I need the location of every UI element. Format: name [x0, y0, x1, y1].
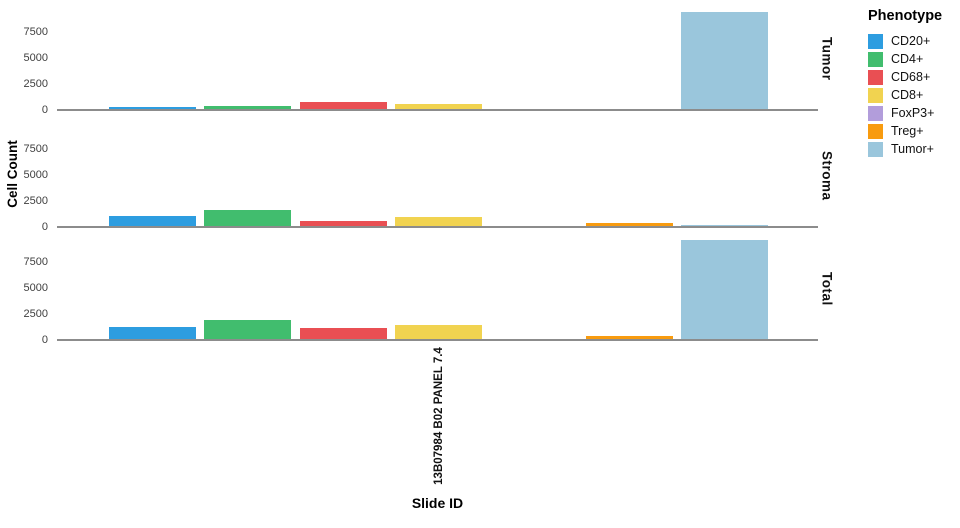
bar-tumorpos-tumor [680, 11, 768, 109]
y-tick-label: 2500 [23, 308, 48, 320]
facet-strip-tumor: Tumor [814, 8, 840, 109]
bar-tumorpos-stroma [680, 224, 768, 226]
facet-strip-total: Total [814, 238, 840, 339]
y-tick-label: 2500 [23, 78, 48, 90]
legend-label: CD8+ [891, 88, 924, 102]
facet-strip-label: Stroma [819, 150, 835, 201]
facet-strip-stroma: Stroma [814, 125, 840, 226]
legend: Phenotype CD20+ CD4+ CD68+ CD8+ FoxP3+ Treg+ T… [868, 8, 958, 158]
y-tick-label: 0 [41, 334, 48, 346]
x-axis-title: Slide ID [411, 495, 464, 511]
bar-cd8pos-stroma [394, 216, 482, 226]
y-tick-label: 5000 [23, 282, 48, 294]
legend-swatch-icon [868, 51, 883, 67]
x-tick-label-slide-id: 13B07984 B02 PANEL 7.4 [433, 347, 445, 485]
bar-tregpos-stroma [585, 222, 673, 226]
y-tick-label: 0 [41, 104, 48, 116]
y-tick-label: 7500 [23, 143, 48, 155]
legend-item-cd4pos: CD4+ [868, 50, 958, 68]
legend-label: Treg+ [891, 124, 924, 138]
legend-item-foxp3pos: FoxP3+ [868, 104, 958, 122]
y-tick-label: 7500 [23, 26, 48, 38]
legend-title: Phenotype [868, 8, 943, 24]
bar-cd4pos-total [204, 319, 292, 339]
bar-cd20pos-stroma [109, 216, 196, 226]
legend-swatch-icon [868, 141, 883, 157]
bar-cd20pos-tumor [109, 107, 196, 109]
legend-swatch-icon [868, 69, 883, 85]
legend-item-cd68pos: CD68+ [868, 68, 958, 86]
bar-tumorpos-total [680, 240, 768, 339]
x-axis-line-total [57, 339, 818, 341]
legend-swatch-icon [868, 33, 883, 49]
legend-item-tumorpos: Tumor+ [868, 140, 958, 158]
legend-swatch-icon [868, 87, 883, 103]
legend-swatch-icon [868, 105, 883, 121]
legend-label: CD20+ [891, 34, 931, 48]
bar-cd4pos-tumor [204, 106, 292, 109]
legend-item-tregpos: Treg+ [868, 122, 958, 140]
x-axis-line-tumor [57, 109, 818, 111]
y-tick-label: 2500 [23, 195, 48, 207]
legend-label: CD68+ [891, 70, 931, 84]
legend-items: CD20+ CD4+ CD68+ CD8+ FoxP3+ Treg+ Tumor+ [868, 32, 958, 158]
legend-label: FoxP3+ [891, 106, 935, 120]
x-axis-line-stroma [57, 226, 818, 228]
facet-strip-label: Tumor [819, 36, 835, 81]
bar-cd8pos-total [394, 324, 482, 339]
bar-cd68pos-tumor [299, 102, 387, 109]
y-tick-label: 7500 [23, 256, 48, 268]
y-axis-title: Cell Count [5, 140, 20, 208]
legend-item-cd20pos: CD20+ [868, 32, 958, 50]
bar-cd8pos-tumor [394, 103, 482, 109]
bar-tregpos-total [585, 335, 673, 339]
legend-label: CD4+ [891, 52, 924, 66]
facet-strip-label: Total [819, 271, 835, 306]
bar-cd68pos-total [299, 327, 387, 339]
y-tick-label: 5000 [23, 169, 48, 181]
y-tick-label: 0 [41, 221, 48, 233]
legend-item-cd8pos: CD8+ [868, 86, 958, 104]
bar-cd4pos-stroma [204, 209, 292, 226]
bar-cd68pos-stroma [299, 221, 387, 226]
legend-swatch-icon [868, 123, 883, 139]
bar-cd20pos-total [109, 327, 196, 339]
legend-label: Tumor+ [891, 142, 934, 156]
y-tick-label: 5000 [23, 52, 48, 64]
